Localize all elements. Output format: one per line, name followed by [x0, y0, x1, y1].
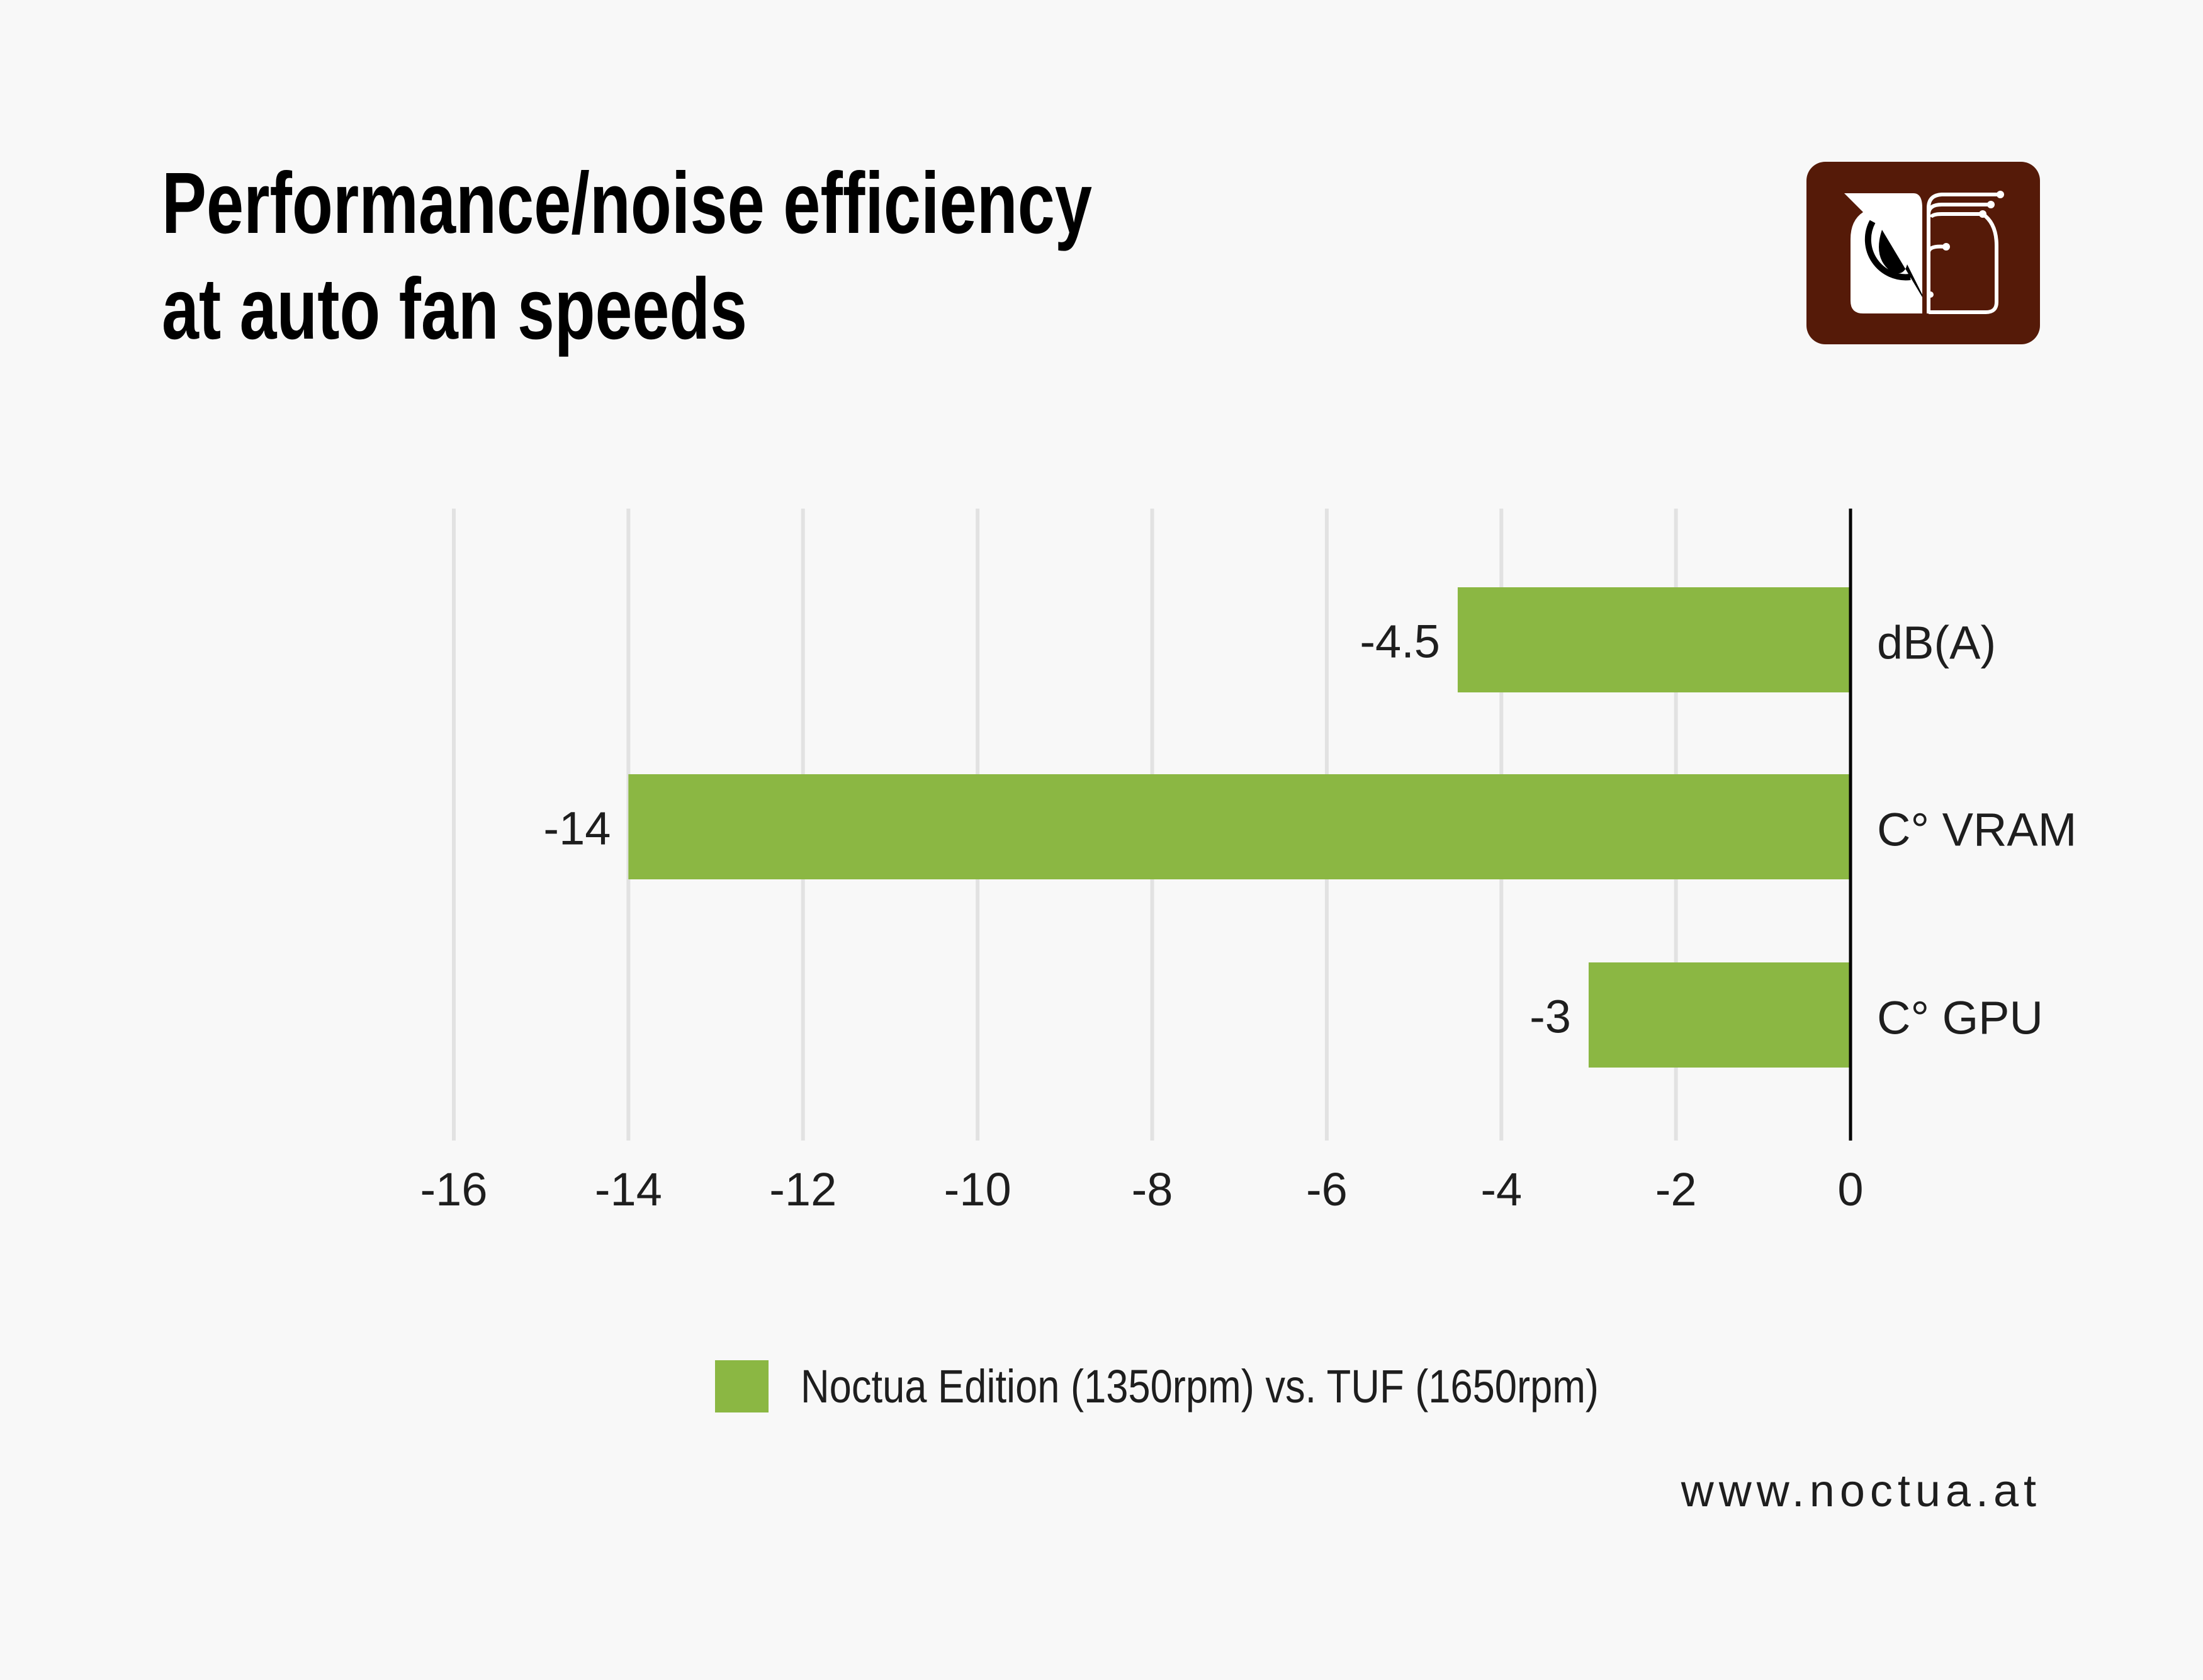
bar [628, 774, 1851, 879]
bar [1457, 587, 1851, 692]
title-line-1: Performance/noise efficiency [162, 155, 1092, 252]
bar-value-label: -14 [543, 803, 611, 855]
website-url: www.noctua.at [1681, 1466, 2041, 1516]
category-label: C° GPU [1877, 992, 2043, 1044]
legend: Noctua Edition (1350rpm) vs. TUF (1650rp… [715, 1360, 1599, 1412]
category-label: dB(A) [1877, 617, 1996, 669]
legend-swatch [715, 1360, 769, 1412]
noctua-logo [1806, 162, 2040, 344]
legend-label: Noctua Edition (1350rpm) vs. TUF (1650rp… [801, 1360, 1599, 1412]
bar [1588, 962, 1851, 1068]
x-tick-labels: -16 -14 -12 -10 -8 -6 -4 -2 0 [420, 1163, 1864, 1215]
x-tick-label: -2 [1655, 1163, 1697, 1215]
x-tick-label: -12 [769, 1163, 837, 1215]
x-tick-label: -16 [420, 1163, 488, 1215]
title-line-2: at auto fan speeds [162, 261, 747, 358]
x-tick-label: -14 [595, 1163, 662, 1215]
x-tick-label: -4 [1480, 1163, 1522, 1215]
bar-value-label: -3 [1530, 991, 1571, 1043]
bars: -4.5 dB(A) -14 C° VRAM -3 C° GPU [543, 587, 2076, 1068]
x-tick-label: -8 [1132, 1163, 1173, 1215]
x-tick-label: 0 [1837, 1163, 1863, 1215]
bar-value-label: -4.5 [1360, 616, 1440, 668]
x-tick-label: -6 [1306, 1163, 1348, 1215]
category-label: C° VRAM [1877, 804, 2076, 856]
x-tick-label: -10 [944, 1163, 1011, 1215]
